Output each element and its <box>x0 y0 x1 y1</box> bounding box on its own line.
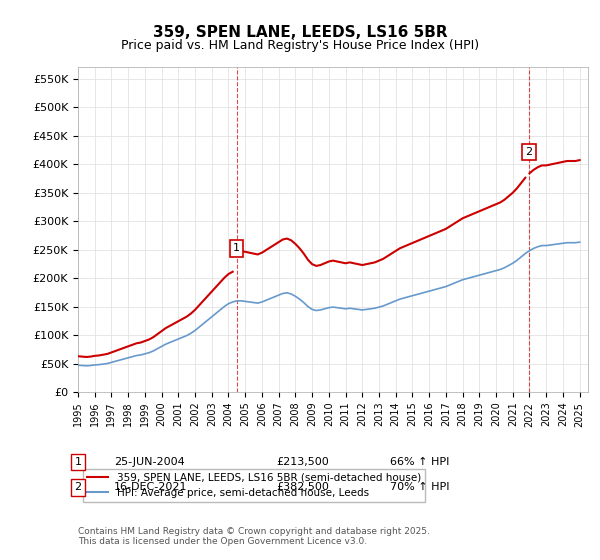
Text: 1: 1 <box>233 243 240 253</box>
Text: Contains HM Land Registry data © Crown copyright and database right 2025.
This d: Contains HM Land Registry data © Crown c… <box>78 526 430 546</box>
Text: 66% ↑ HPI: 66% ↑ HPI <box>390 457 449 467</box>
Text: £213,500: £213,500 <box>276 457 329 467</box>
Text: Price paid vs. HM Land Registry's House Price Index (HPI): Price paid vs. HM Land Registry's House … <box>121 39 479 52</box>
Text: 16-DEC-2021: 16-DEC-2021 <box>114 482 187 492</box>
Legend: 359, SPEN LANE, LEEDS, LS16 5BR (semi-detached house), HPI: Average price, semi-: 359, SPEN LANE, LEEDS, LS16 5BR (semi-de… <box>83 469 425 502</box>
Text: 25-JUN-2004: 25-JUN-2004 <box>114 457 185 467</box>
Text: £382,500: £382,500 <box>276 482 329 492</box>
Text: 70% ↑ HPI: 70% ↑ HPI <box>390 482 449 492</box>
Text: 359, SPEN LANE, LEEDS, LS16 5BR: 359, SPEN LANE, LEEDS, LS16 5BR <box>152 25 448 40</box>
Text: 1: 1 <box>74 457 82 467</box>
Text: 2: 2 <box>525 147 532 157</box>
Text: 2: 2 <box>74 482 82 492</box>
